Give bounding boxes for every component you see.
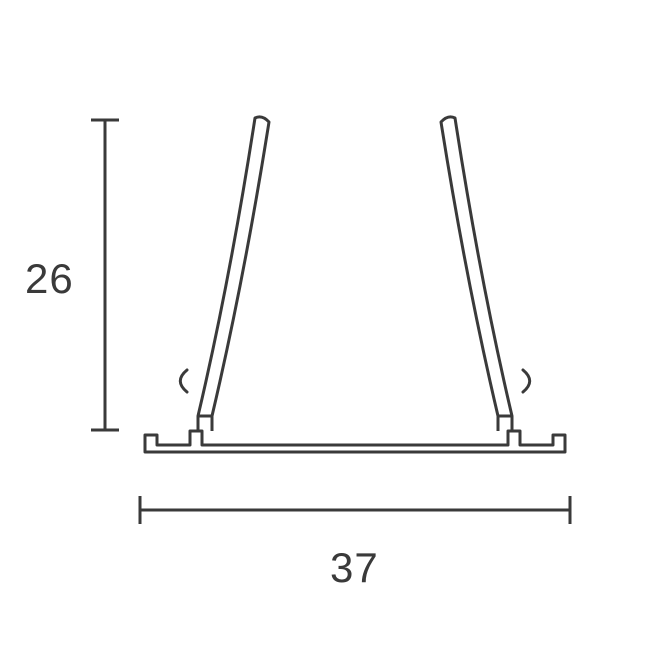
height-dimension-label: 26 (25, 255, 74, 303)
width-dimension-label: 37 (330, 544, 379, 592)
profile-diagram (0, 0, 650, 650)
